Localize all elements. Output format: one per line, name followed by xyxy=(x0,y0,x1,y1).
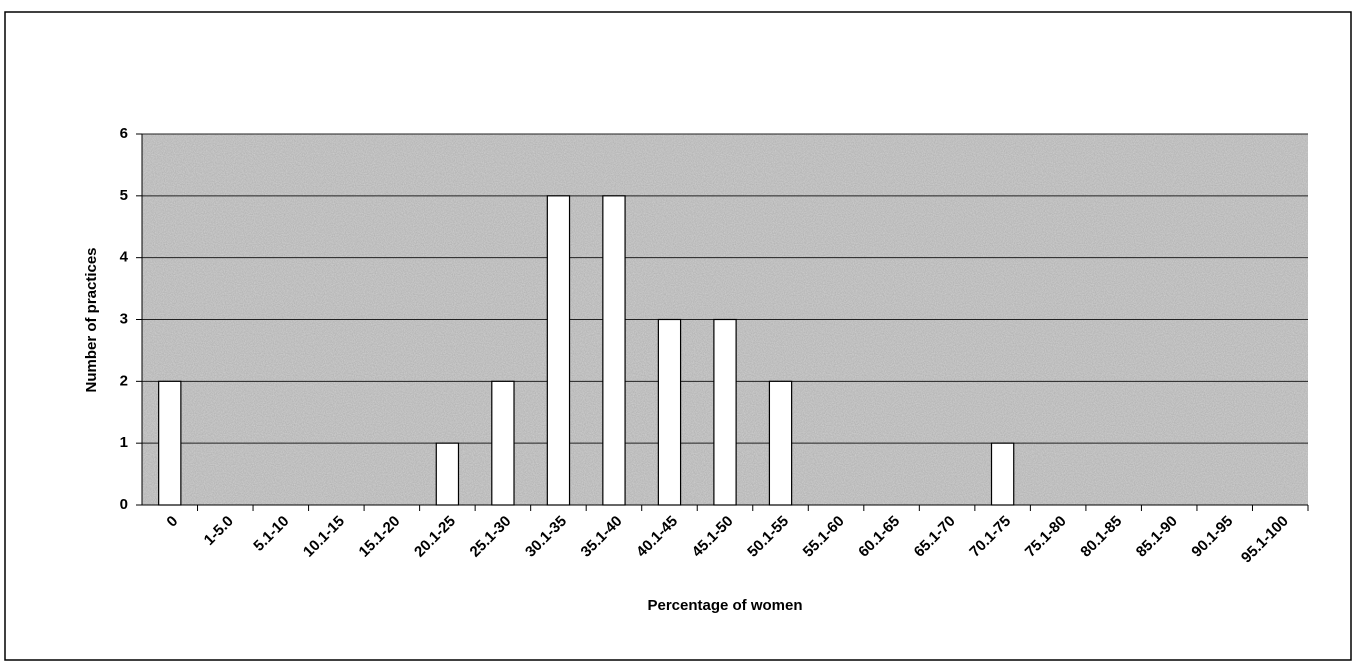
y-tick-label: 4 xyxy=(120,249,129,266)
bar xyxy=(158,380,182,506)
bar xyxy=(602,195,626,506)
bar xyxy=(990,442,1015,506)
bar xyxy=(768,380,793,506)
bar xyxy=(491,380,515,506)
y-tick-label: 5 xyxy=(120,187,128,204)
y-tick-label: 6 xyxy=(120,125,128,142)
y-tick-label: 1 xyxy=(120,434,128,451)
bar xyxy=(657,318,682,506)
y-tick-label: 2 xyxy=(120,372,128,389)
x-axis-title: Percentage of women xyxy=(647,597,802,614)
y-axis-title: Number of practices xyxy=(83,247,100,392)
bar xyxy=(546,195,571,506)
y-tick-label: 3 xyxy=(120,310,128,327)
bar xyxy=(713,318,737,506)
y-tick-label: 0 xyxy=(120,496,128,513)
bar xyxy=(435,442,460,506)
